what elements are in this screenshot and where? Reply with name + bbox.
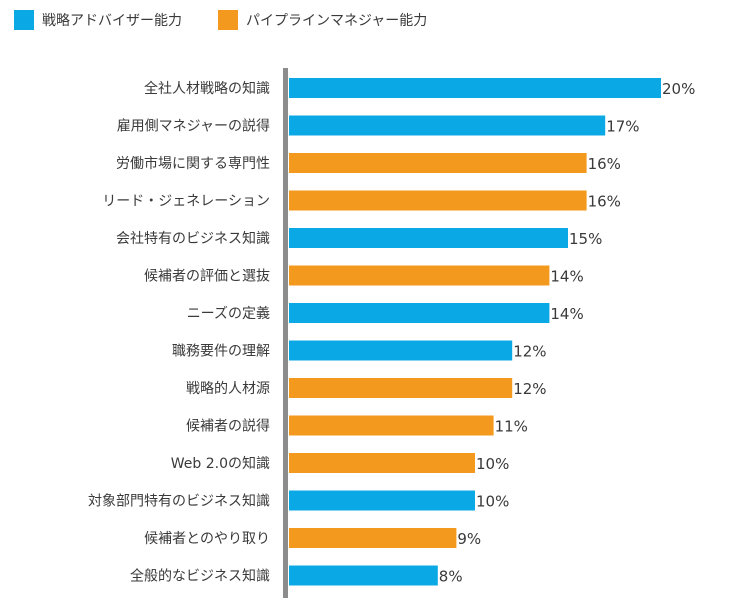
bar: [289, 490, 475, 511]
value-label: 10%: [476, 493, 509, 511]
value-label: 17%: [606, 118, 639, 136]
category-label: 候補者とのやり取り: [144, 531, 270, 547]
legend-swatch-pipeline: [218, 10, 238, 30]
bar: [289, 340, 513, 361]
value-label: 9%: [457, 530, 481, 548]
value-label: 20%: [662, 80, 695, 98]
bar: [289, 303, 550, 323]
category-label: 候補者の評価と選抜: [144, 269, 270, 285]
bar: [289, 415, 494, 436]
value-label: 16%: [588, 193, 621, 211]
value-label: 16%: [588, 155, 621, 173]
category-label: 雇用側マネジャーの説得: [117, 118, 270, 135]
category-label: Web 2.0の知識: [171, 455, 270, 472]
legend-swatch-advisor: [14, 10, 34, 30]
category-label: 会社特有のビジネス知識: [116, 230, 270, 247]
value-label: 12%: [513, 343, 546, 361]
category-label: 戦略的人材源: [186, 381, 270, 397]
value-label: 15%: [569, 230, 602, 248]
bar: [289, 565, 438, 586]
category-label: 全般的なビジネス知識: [130, 568, 270, 585]
category-label: 対象部門特有のビジネス知識: [88, 493, 270, 510]
value-label: 8%: [439, 568, 463, 586]
category-label: 全社人材戦略の知識: [144, 80, 270, 97]
bar: [289, 115, 606, 136]
value-label: 12%: [513, 380, 546, 398]
category-label: 職務要件の理解: [172, 344, 270, 360]
value-label: 14%: [550, 268, 583, 286]
bar: [289, 528, 457, 548]
value-label: 11%: [495, 418, 528, 436]
legend-item-advisor: 戦略アドバイザー能力: [14, 10, 182, 30]
bar: [289, 78, 661, 98]
category-label: 労働市場に関する専門性: [116, 155, 270, 172]
bar: [289, 190, 587, 211]
bar: [289, 228, 568, 248]
bar: [289, 153, 587, 173]
value-label: 14%: [550, 305, 583, 323]
bar: [289, 265, 550, 286]
category-label: 候補者の説得: [186, 418, 270, 435]
value-label: 10%: [476, 455, 509, 473]
legend-label-pipeline: パイプラインマネジャー能力: [246, 13, 428, 29]
y-axis-line: [283, 68, 288, 598]
category-label: リード・ジェネレーション: [102, 194, 270, 210]
legend: 戦略アドバイザー能力 パイプラインマネジャー能力: [14, 8, 463, 32]
bar: [289, 453, 475, 473]
legend-label-advisor: 戦略アドバイザー能力: [42, 13, 182, 29]
legend-item-pipeline: パイプラインマネジャー能力: [218, 10, 427, 30]
bar: [289, 378, 513, 398]
category-label: ニーズの定義: [187, 305, 270, 322]
